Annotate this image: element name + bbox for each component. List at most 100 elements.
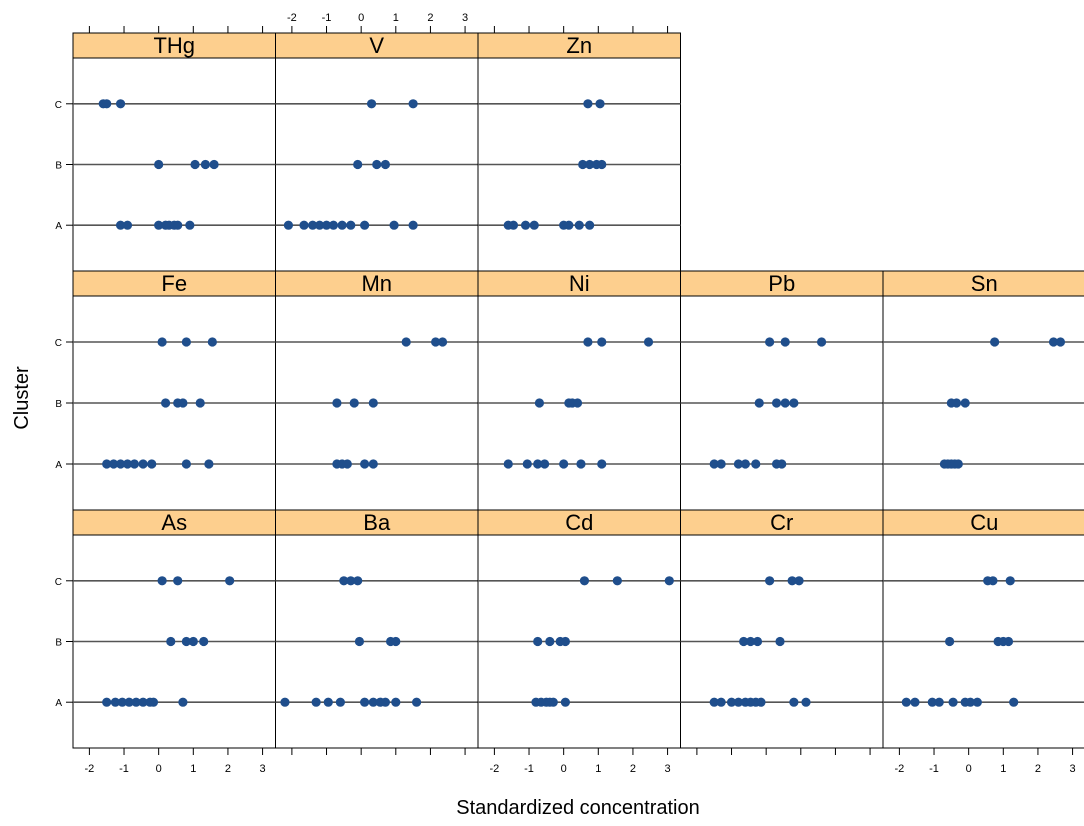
panel-cu: Cu (882, 509, 1084, 749)
data-point (948, 697, 958, 707)
data-point (578, 159, 588, 170)
data-point (572, 398, 583, 408)
data-point (754, 398, 764, 408)
x-tick-label: -1 (929, 763, 939, 775)
data-point (540, 459, 550, 469)
data-point (332, 398, 342, 408)
data-point (131, 697, 141, 707)
strip-label-ba: Ba (363, 510, 391, 535)
data-point (816, 337, 827, 347)
data-point (148, 697, 159, 707)
data-point (777, 459, 787, 469)
category-tick-label: C (55, 100, 62, 111)
data-point (154, 159, 164, 170)
data-point (181, 337, 191, 347)
data-point (560, 636, 570, 647)
panel-v: V (275, 32, 479, 272)
data-point (576, 459, 586, 469)
data-point (901, 697, 911, 707)
data-point (368, 459, 378, 469)
data-point (102, 459, 112, 469)
data-point (321, 220, 332, 230)
data-point (794, 576, 804, 586)
data-point (801, 697, 811, 707)
category-tick-label: B (55, 638, 62, 649)
data-point (643, 337, 654, 347)
data-point (346, 220, 356, 230)
data-point (612, 576, 622, 586)
data-point (115, 220, 126, 230)
data-point (780, 337, 790, 347)
data-point (780, 398, 790, 408)
data-point (910, 697, 920, 707)
data-point (354, 636, 365, 647)
data-point (178, 398, 188, 408)
panel-sn: Sn (882, 270, 1084, 511)
data-point (756, 697, 766, 707)
data-point (188, 636, 198, 647)
data-point (328, 220, 339, 230)
data-point (401, 337, 411, 347)
data-point (597, 337, 607, 347)
panel-ni: Ni (477, 270, 681, 511)
data-point (391, 636, 401, 647)
strip-label-sn: Sn (971, 271, 998, 296)
panel-as: As (72, 509, 276, 749)
strip-label-cu: Cu (970, 510, 998, 535)
data-point (945, 636, 955, 647)
data-point (574, 220, 584, 230)
x-tick-label: -2 (85, 763, 95, 775)
data-point (190, 159, 200, 170)
data-point (585, 159, 595, 170)
data-point (102, 99, 112, 109)
panel-frame (477, 270, 681, 511)
data-point (579, 576, 590, 586)
data-point (965, 697, 975, 707)
data-point (102, 697, 112, 707)
data-point (166, 636, 176, 647)
data-point (789, 697, 799, 707)
data-point (787, 576, 797, 586)
panel-frame (275, 32, 479, 272)
strip-label-ni: Ni (569, 271, 590, 296)
data-point (368, 398, 378, 408)
data-point (437, 337, 448, 347)
x-tick-label: 1 (595, 763, 601, 775)
data-point (740, 459, 750, 469)
panel-thg: THg (72, 32, 276, 272)
data-point (138, 697, 148, 707)
data-point (597, 159, 607, 170)
x-tick-label: -2 (490, 763, 500, 775)
strip-label-cd: Cd (565, 510, 593, 535)
data-point (173, 576, 183, 586)
category-tick-label: B (55, 161, 62, 172)
data-point (204, 459, 214, 469)
panel-frame (275, 270, 479, 511)
category-tick-label: A (55, 460, 62, 471)
panel-frame (72, 32, 276, 272)
panel-ba: Ba (275, 509, 479, 749)
data-point (380, 697, 391, 707)
panel-frame (275, 509, 479, 749)
data-point (960, 398, 970, 408)
data-point (534, 398, 545, 408)
data-point (522, 459, 532, 469)
data-point (745, 636, 756, 647)
panel-frame (72, 509, 276, 749)
data-point (360, 697, 370, 707)
data-point (280, 697, 290, 707)
data-point (1055, 337, 1066, 347)
data-point (207, 337, 217, 347)
data-point (353, 159, 363, 170)
x-tick-label: 0 (561, 763, 567, 775)
data-point (157, 576, 167, 586)
panel-zn: Zn (477, 32, 681, 272)
data-point (520, 220, 531, 230)
strip-label-pb: Pb (768, 271, 795, 296)
panel-frame (882, 270, 1084, 511)
data-point (408, 220, 418, 230)
data-point (160, 398, 171, 408)
data-point (411, 697, 422, 707)
data-point (765, 337, 775, 347)
